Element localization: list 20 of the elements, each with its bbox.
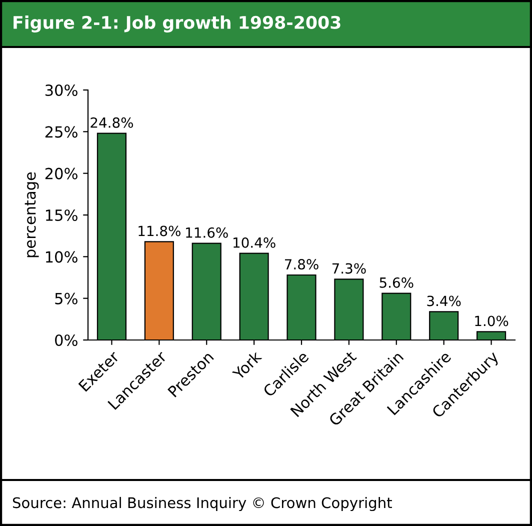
x-tick-label: York [232, 350, 262, 381]
y-tick-label: 10% [46, 251, 78, 263]
y-tick-label: 15% [46, 209, 78, 222]
data-label: 7.3% [332, 263, 366, 274]
y-axis-title: percentage [24, 172, 39, 258]
y-tick-label: 5% [55, 292, 78, 304]
source-note: Source: Annual Business Inquiry © Crown Copyright [12, 496, 392, 512]
chart-title: Figure 2-1: Job growth 1998-2003 [14, 16, 340, 32]
data-label: 11.6% [186, 227, 228, 238]
data-label: 7.8% [284, 259, 318, 270]
y-tick-label: 0% [55, 334, 78, 346]
y-tick-label: 30% [45, 84, 78, 96]
data-label: 1.0% [475, 316, 508, 326]
data-label: 10.4% [234, 237, 276, 248]
data-label: 3.4% [427, 296, 461, 306]
y-tick-label: 25% [45, 126, 78, 138]
data-label: 5.6% [380, 277, 414, 288]
data-label: 24.8% [90, 117, 134, 128]
data-label: 11.8% [138, 226, 180, 236]
y-tick-label: 20% [45, 168, 78, 180]
